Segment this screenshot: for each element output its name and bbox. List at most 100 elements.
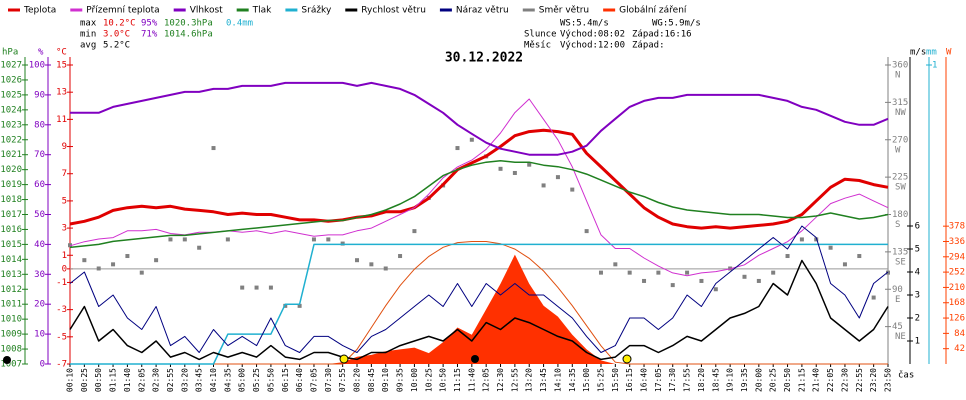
x-tick-label: 14:10 xyxy=(553,368,562,392)
series-line xyxy=(69,98,889,277)
x-tick-label: 04:10 xyxy=(209,368,218,392)
x-tick-label: 21:40 xyxy=(812,368,821,392)
stat-ws: WS:5.4m/s xyxy=(560,19,609,29)
direction-point xyxy=(211,146,216,151)
y-tick-label: 1 xyxy=(915,337,920,347)
y-tick-label: 1026 xyxy=(0,75,22,85)
y-tick-label: 60 xyxy=(34,180,45,190)
compass-label: NW xyxy=(895,108,906,118)
y-tick-label: 6 xyxy=(915,222,920,232)
axis-unit: hPa xyxy=(2,48,18,58)
y-tick-label: 1009 xyxy=(0,330,22,340)
y-tick-label: 30 xyxy=(34,270,45,280)
direction-point xyxy=(857,254,862,259)
legend-label: Vlhkost xyxy=(190,6,223,16)
y-tick-label: 1017 xyxy=(0,210,22,220)
y-tick-label: 1023 xyxy=(0,120,22,130)
x-tick-label: 04:35 xyxy=(223,368,232,392)
y-tick-label: 40 xyxy=(34,240,45,250)
legend-label: Rychlost větru xyxy=(361,6,426,16)
compass-label: SE xyxy=(895,257,906,267)
legend-label: Srážky xyxy=(301,6,332,16)
chart-title: 30.12.2022 xyxy=(445,51,523,66)
y-tick-label: 1014 xyxy=(0,255,22,265)
y-tick-label: 294 xyxy=(949,252,965,262)
direction-point xyxy=(139,270,144,275)
direction-point xyxy=(598,270,603,275)
direction-point xyxy=(469,137,474,142)
x-tick-label: 09:10 xyxy=(381,368,390,392)
x-tick-label: 20:00 xyxy=(754,368,763,392)
legend-label: Směr větru xyxy=(539,6,589,16)
x-tick-label: 00:10 xyxy=(66,368,75,392)
direction-point xyxy=(828,245,833,250)
x-axis-label: čas xyxy=(898,370,914,381)
direction-point xyxy=(326,237,331,242)
y-tick-label: 135 xyxy=(892,247,908,257)
y-tick-label: 80 xyxy=(34,120,45,130)
legend-label: Náraz větru xyxy=(456,6,509,16)
y-tick-label: 1 xyxy=(62,251,67,261)
direction-point xyxy=(383,266,388,271)
radiation-area xyxy=(70,254,888,364)
direction-point xyxy=(355,258,360,263)
y-tick-label: 360 xyxy=(892,61,908,71)
compass-label: E xyxy=(895,295,900,305)
direction-point xyxy=(527,162,532,167)
direction-point xyxy=(82,258,87,263)
y-tick-label: 1020 xyxy=(0,165,22,175)
y-tick-label: 168 xyxy=(949,298,965,308)
direction-point xyxy=(111,262,116,267)
y-tick-label: 90 xyxy=(34,90,45,100)
direction-point xyxy=(512,170,517,175)
direction-point xyxy=(455,146,460,151)
series-line xyxy=(69,128,889,230)
y-tick-label: 100 xyxy=(29,61,45,71)
direction-point xyxy=(197,245,202,250)
axis-unit: °C xyxy=(56,48,67,58)
y-tick-label: 1021 xyxy=(0,150,22,160)
x-tick-label: 01:40 xyxy=(123,368,132,392)
legend-label: Teplota xyxy=(23,6,56,16)
axis-unit: m/s xyxy=(910,48,926,58)
direction-point xyxy=(613,262,618,267)
y-tick-label: 225 xyxy=(892,173,908,183)
y-tick-label: 315 xyxy=(892,98,908,108)
x-tick-label: 05:00 xyxy=(238,368,247,392)
y-tick-label: 90 xyxy=(892,285,903,295)
x-tick-label: 08:20 xyxy=(353,368,362,392)
marks: hPa1027102610251024102310221021102010191… xyxy=(0,48,965,393)
y-tick-label: 15 xyxy=(56,61,67,71)
y-tick-label: 45 xyxy=(892,322,903,332)
y-tick-label: 1011 xyxy=(0,300,22,310)
x-tick-label: 08:45 xyxy=(367,368,376,392)
y-tick-label: 5 xyxy=(62,196,67,206)
x-tick-label: 22:30 xyxy=(840,368,849,392)
y-tick-label: 20 xyxy=(34,300,45,310)
y-tick-label: 4 xyxy=(915,268,920,278)
x-tick-label: 12:30 xyxy=(496,368,505,392)
y-tick-label: 336 xyxy=(949,237,965,247)
stat-label: max xyxy=(80,19,97,29)
moon-rise: Východ:12:00 xyxy=(560,41,625,51)
x-tick-label: 05:25 xyxy=(252,368,261,392)
y-tick-label: 126 xyxy=(949,314,965,324)
direction-point xyxy=(297,303,302,308)
direction-point xyxy=(771,270,776,275)
legend-label: Globální záření xyxy=(619,6,687,16)
sun-label: Slunce xyxy=(524,30,557,40)
x-tick-label: 18:20 xyxy=(697,368,706,392)
direction-point xyxy=(182,237,187,242)
direction-point xyxy=(498,166,503,171)
direction-point xyxy=(412,229,417,234)
direction-point xyxy=(785,254,790,259)
y-tick-label: 1018 xyxy=(0,195,22,205)
series-line xyxy=(69,225,889,353)
y-tick-label: 10 xyxy=(34,330,45,340)
direction-point xyxy=(168,237,173,242)
direction-point xyxy=(68,243,72,248)
y-tick-label: 50 xyxy=(34,210,45,220)
direction-point xyxy=(584,229,589,234)
x-tick-label: 12:55 xyxy=(510,368,519,392)
x-tick-label: 10:50 xyxy=(439,368,448,392)
